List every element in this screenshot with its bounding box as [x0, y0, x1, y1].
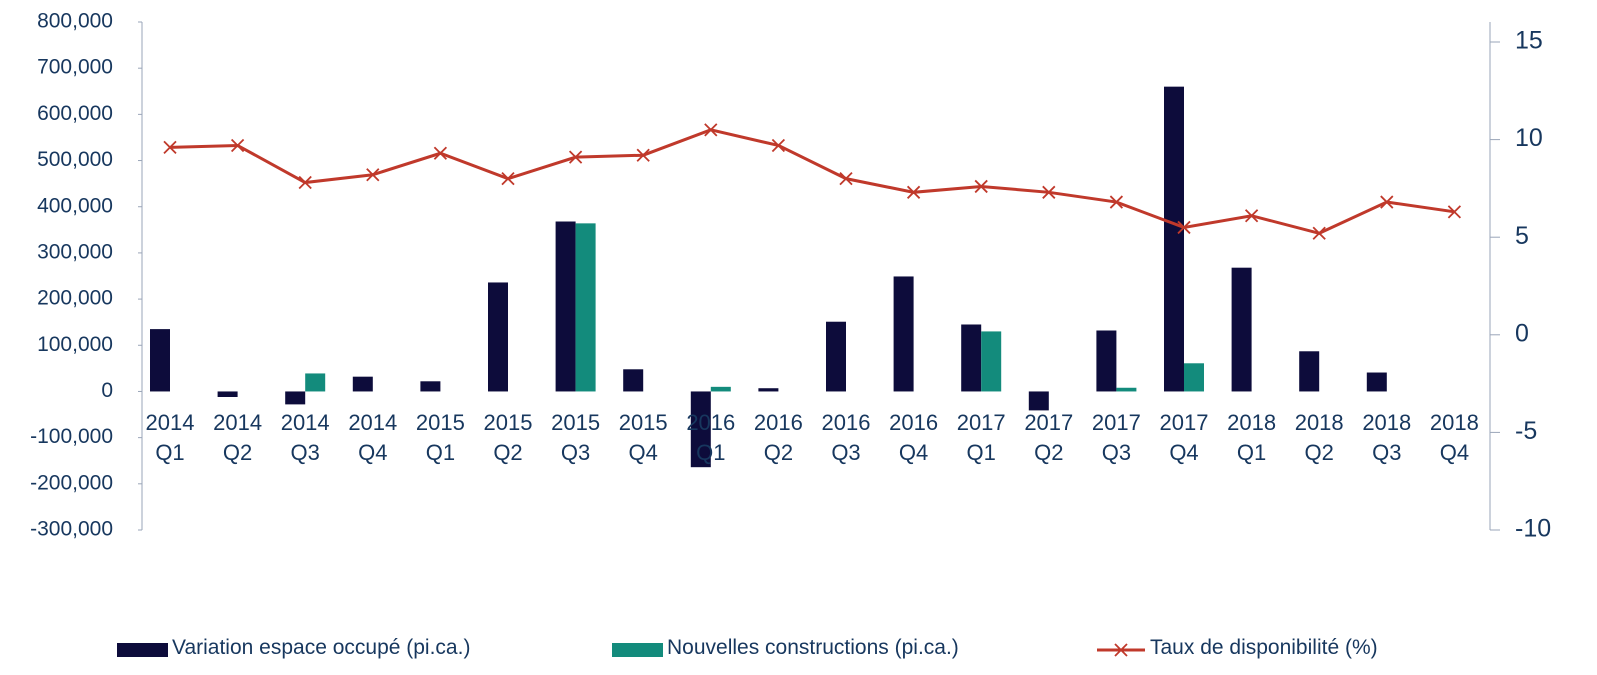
x-tick-label: 2016 Q2: [753, 410, 803, 465]
bar: [285, 391, 306, 405]
bar: [710, 386, 731, 392]
bar: [150, 329, 170, 392]
marker: [163, 140, 177, 155]
legend-label: Nouvelles constructions (pi.ca.): [667, 636, 959, 659]
bar: [623, 369, 644, 392]
line: [169, 128, 1455, 235]
bar: [217, 391, 238, 397]
x-tick-label: 2016 Q3: [821, 410, 871, 465]
bar: [420, 381, 441, 392]
bar: [555, 221, 576, 392]
bar: [1299, 351, 1320, 392]
marker: [1042, 185, 1056, 199]
y-tick-label: -300,000: [30, 518, 113, 541]
x-tick-label: 2014 Q3: [280, 410, 330, 465]
bar: [1116, 387, 1137, 392]
marker: [1177, 220, 1191, 235]
legend-marker: [1114, 643, 1128, 657]
x-tick-label: 2018 Q3: [1362, 410, 1412, 465]
marker: [636, 148, 650, 162]
marker: [704, 123, 718, 137]
bar: [488, 282, 508, 392]
y-tick-label: 700,000: [37, 56, 113, 79]
y-tick-label: 500,000: [37, 148, 113, 171]
x-tick-label: 2014 Q2: [213, 410, 263, 465]
y-tick-label: 200,000: [37, 287, 113, 310]
y-tick-label: 300,000: [37, 240, 113, 263]
x-tick-label: 2017 Q2: [1024, 410, 1074, 465]
x-tick-label: 2015 Q4: [618, 410, 668, 465]
y-tick-label: -100,000: [30, 425, 113, 448]
marker: [1109, 195, 1124, 209]
bar: [961, 324, 982, 392]
bar: [352, 376, 373, 392]
y2-tick-label: 15: [1515, 27, 1543, 55]
x-tick-label: 2014 Q1: [145, 410, 195, 465]
x-tick-label: 2018 Q1: [1227, 410, 1277, 465]
marker: [906, 185, 921, 199]
bar: [1184, 363, 1204, 392]
y-tick-label: 400,000: [37, 194, 113, 217]
bar: [758, 388, 779, 392]
marker: [771, 138, 786, 153]
marker: [974, 179, 988, 194]
y2-tick-label: 0: [1515, 319, 1529, 347]
marker: [501, 172, 515, 186]
marker: [1447, 205, 1462, 219]
bar: [981, 331, 1002, 392]
marker: [1244, 209, 1259, 223]
x-tick-label: 2017 Q3: [1091, 410, 1141, 465]
x-tick-label: 2018 Q4: [1429, 410, 1479, 465]
x-tick-label: 2017 Q1: [956, 410, 1006, 465]
y2-tick-label: 5: [1515, 222, 1529, 250]
x-tick-label: 2015 Q1: [415, 410, 465, 465]
marker: [366, 168, 380, 182]
marker: [230, 138, 245, 153]
x-tick-label: 2017 Q4: [1159, 410, 1209, 465]
bar: [826, 321, 846, 392]
legend-label: Taux de disponibilité (%): [1150, 636, 1378, 659]
marker: [1312, 226, 1326, 240]
x-tick-label: 2016 Q4: [889, 410, 939, 465]
marker: [839, 172, 853, 186]
bar: [1164, 86, 1184, 392]
x-tick-label: 2014 Q4: [348, 410, 398, 465]
y-tick-label: 0: [101, 379, 113, 402]
bar: [305, 373, 326, 392]
bar: [893, 276, 914, 392]
legend-label: Variation espace occupé (pi.ca.): [172, 636, 471, 659]
y2-tick-label: -10: [1515, 515, 1551, 543]
marker: [1380, 195, 1394, 209]
y-tick-label: 100,000: [37, 333, 113, 356]
x-tick-label: 2015 Q3: [551, 410, 601, 465]
bar: [1366, 372, 1387, 392]
marker: [298, 175, 312, 190]
y-tick-label: -200,000: [30, 471, 113, 494]
bar: [690, 391, 711, 468]
y2-tick-label: 10: [1515, 124, 1543, 152]
legend-swatch: [117, 643, 168, 657]
x-tick-label: 2016 Q1: [686, 410, 736, 465]
x-tick-label: 2015 Q2: [483, 410, 533, 465]
legend-swatch: [612, 643, 663, 657]
bar: [575, 223, 596, 392]
bar: [1231, 267, 1252, 392]
y2-tick-label: -5: [1515, 417, 1537, 445]
y-tick-label: 800,000: [37, 10, 113, 33]
y-tick-label: 600,000: [37, 102, 113, 125]
x-tick-label: 2018 Q2: [1294, 410, 1344, 465]
bar: [1096, 330, 1117, 392]
bar: [1028, 391, 1049, 411]
marker: [433, 146, 448, 160]
marker: [568, 150, 583, 164]
